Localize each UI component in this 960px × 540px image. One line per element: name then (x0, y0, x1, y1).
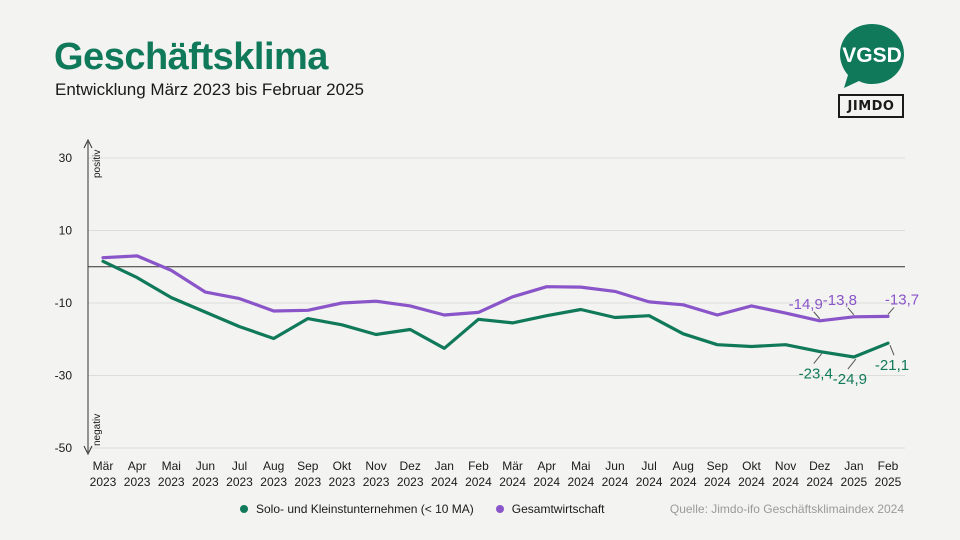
x-tick-label-year: 2023 (226, 475, 253, 489)
x-tick-label-year: 2023 (397, 475, 424, 489)
x-tick-label-month: Aug (673, 459, 694, 473)
chart-legend: Solo- und Kleinstunternehmen (< 10 MA) G… (240, 502, 605, 516)
legend-item-solo: Solo- und Kleinstunternehmen (< 10 MA) (240, 502, 474, 516)
x-tick-label-year: 2023 (294, 475, 321, 489)
x-tick-label-year: 2024 (704, 475, 731, 489)
x-tick-label-year: 2024 (772, 475, 799, 489)
x-tick-label-month: Aug (263, 459, 284, 473)
x-tick-label-year: 2024 (567, 475, 594, 489)
source-note: Quelle: Jimdo-ifo Geschäftsklimaindex 20… (669, 502, 904, 516)
x-tick-label-year: 2024 (533, 475, 560, 489)
x-tick-label-month: Dez (809, 459, 830, 473)
legend-label-solo: Solo- und Kleinstunternehmen (< 10 MA) (256, 502, 474, 516)
x-tick-label-month: Mai (571, 459, 590, 473)
y-axis-label-negative: negativ (92, 414, 103, 446)
x-tick-label-year: 2024 (670, 475, 697, 489)
x-tick-label-month: Mär (93, 459, 114, 473)
x-tick-label-month: Mär (502, 459, 523, 473)
x-tick-label-month: Jan (435, 459, 454, 473)
jimdo-logo: JIMDO (838, 94, 904, 118)
chart-subtitle: Entwicklung März 2023 bis Februar 2025 (55, 80, 364, 99)
y-axis-label-positive: positiv (92, 150, 103, 178)
x-tick-label-month: Okt (333, 459, 352, 473)
x-tick-label-month: Jun (196, 459, 215, 473)
data-label-solo: -23,4 (799, 366, 833, 383)
x-tick-label-month: Apr (537, 459, 556, 473)
x-tick-label-year: 2023 (329, 475, 356, 489)
data-label-leader (813, 353, 823, 364)
y-axis-arrow-bottom (83, 445, 93, 456)
data-label-solo: -24,9 (833, 371, 867, 388)
legend-label-gesamt: Gesamtwirtschaft (511, 502, 605, 516)
data-label-leader (889, 345, 895, 356)
vgsd-logo: VGSD (840, 24, 904, 88)
x-tick-label-month: Jul (232, 459, 247, 473)
y-tick-label: 10 (59, 224, 73, 238)
x-tick-label-year: 2025 (875, 475, 902, 489)
series-line-solo (101, 259, 890, 359)
data-label-leader (847, 307, 855, 316)
y-tick-label: -30 (55, 369, 73, 383)
series-line-gesamt (101, 254, 890, 323)
x-tick-label-year: 2023 (158, 475, 185, 489)
data-label-gesamt: -13,8 (823, 292, 857, 309)
x-tick-label-month: Feb (468, 459, 489, 473)
legend-item-gesamt: Gesamtwirtschaft (495, 502, 605, 516)
y-tick-label: -10 (55, 296, 73, 310)
x-tick-label-year: 2024 (806, 475, 833, 489)
x-tick-label-year: 2024 (602, 475, 629, 489)
data-label-leader (847, 358, 857, 370)
x-tick-label-year: 2023 (363, 475, 390, 489)
x-tick-label-year: 2023 (192, 475, 219, 489)
x-tick-label-month: Sep (707, 459, 729, 473)
x-tick-label-month: Jul (641, 459, 656, 473)
legend-marker-gesamt (495, 505, 504, 513)
x-tick-label-year: 2024 (499, 475, 526, 489)
x-tick-label-year: 2024 (636, 475, 663, 489)
y-tick-label: 30 (59, 151, 73, 165)
data-label-solo: -21,1 (875, 357, 909, 374)
x-tick-label-month: Apr (128, 459, 147, 473)
x-tick-label-month: Jun (605, 459, 624, 473)
legend-marker-solo (240, 505, 248, 513)
x-tick-label-year: 2023 (124, 475, 151, 489)
data-label-leader (887, 307, 895, 315)
data-label-gesamt: -14,9 (789, 296, 823, 313)
x-tick-label-month: Okt (742, 459, 761, 473)
x-tick-label-year: 2024 (738, 475, 765, 489)
y-axis-arrow-top (83, 138, 93, 149)
x-tick-label-month: Nov (365, 459, 386, 473)
y-tick-label: -50 (55, 441, 73, 455)
x-tick-label-month: Jan (844, 459, 863, 473)
x-tick-label-month: Mai (162, 459, 181, 473)
x-tick-label-year: 2023 (260, 475, 287, 489)
x-tick-label-year: 2024 (431, 475, 458, 489)
x-tick-label-month: Sep (297, 459, 319, 473)
chart-title: Geschäftsklima (54, 36, 328, 78)
x-tick-label-month: Nov (775, 459, 796, 473)
data-label-gesamt: -13,7 (885, 291, 919, 308)
x-tick-label-month: Feb (878, 459, 899, 473)
x-tick-label-year: 2024 (465, 475, 492, 489)
x-tick-label-month: Dez (400, 459, 421, 473)
data-label-leader (813, 311, 821, 320)
x-tick-label-year: 2023 (90, 475, 117, 489)
x-tick-label-year: 2025 (841, 475, 868, 489)
vgsd-logo-text: VGSD (842, 44, 902, 67)
